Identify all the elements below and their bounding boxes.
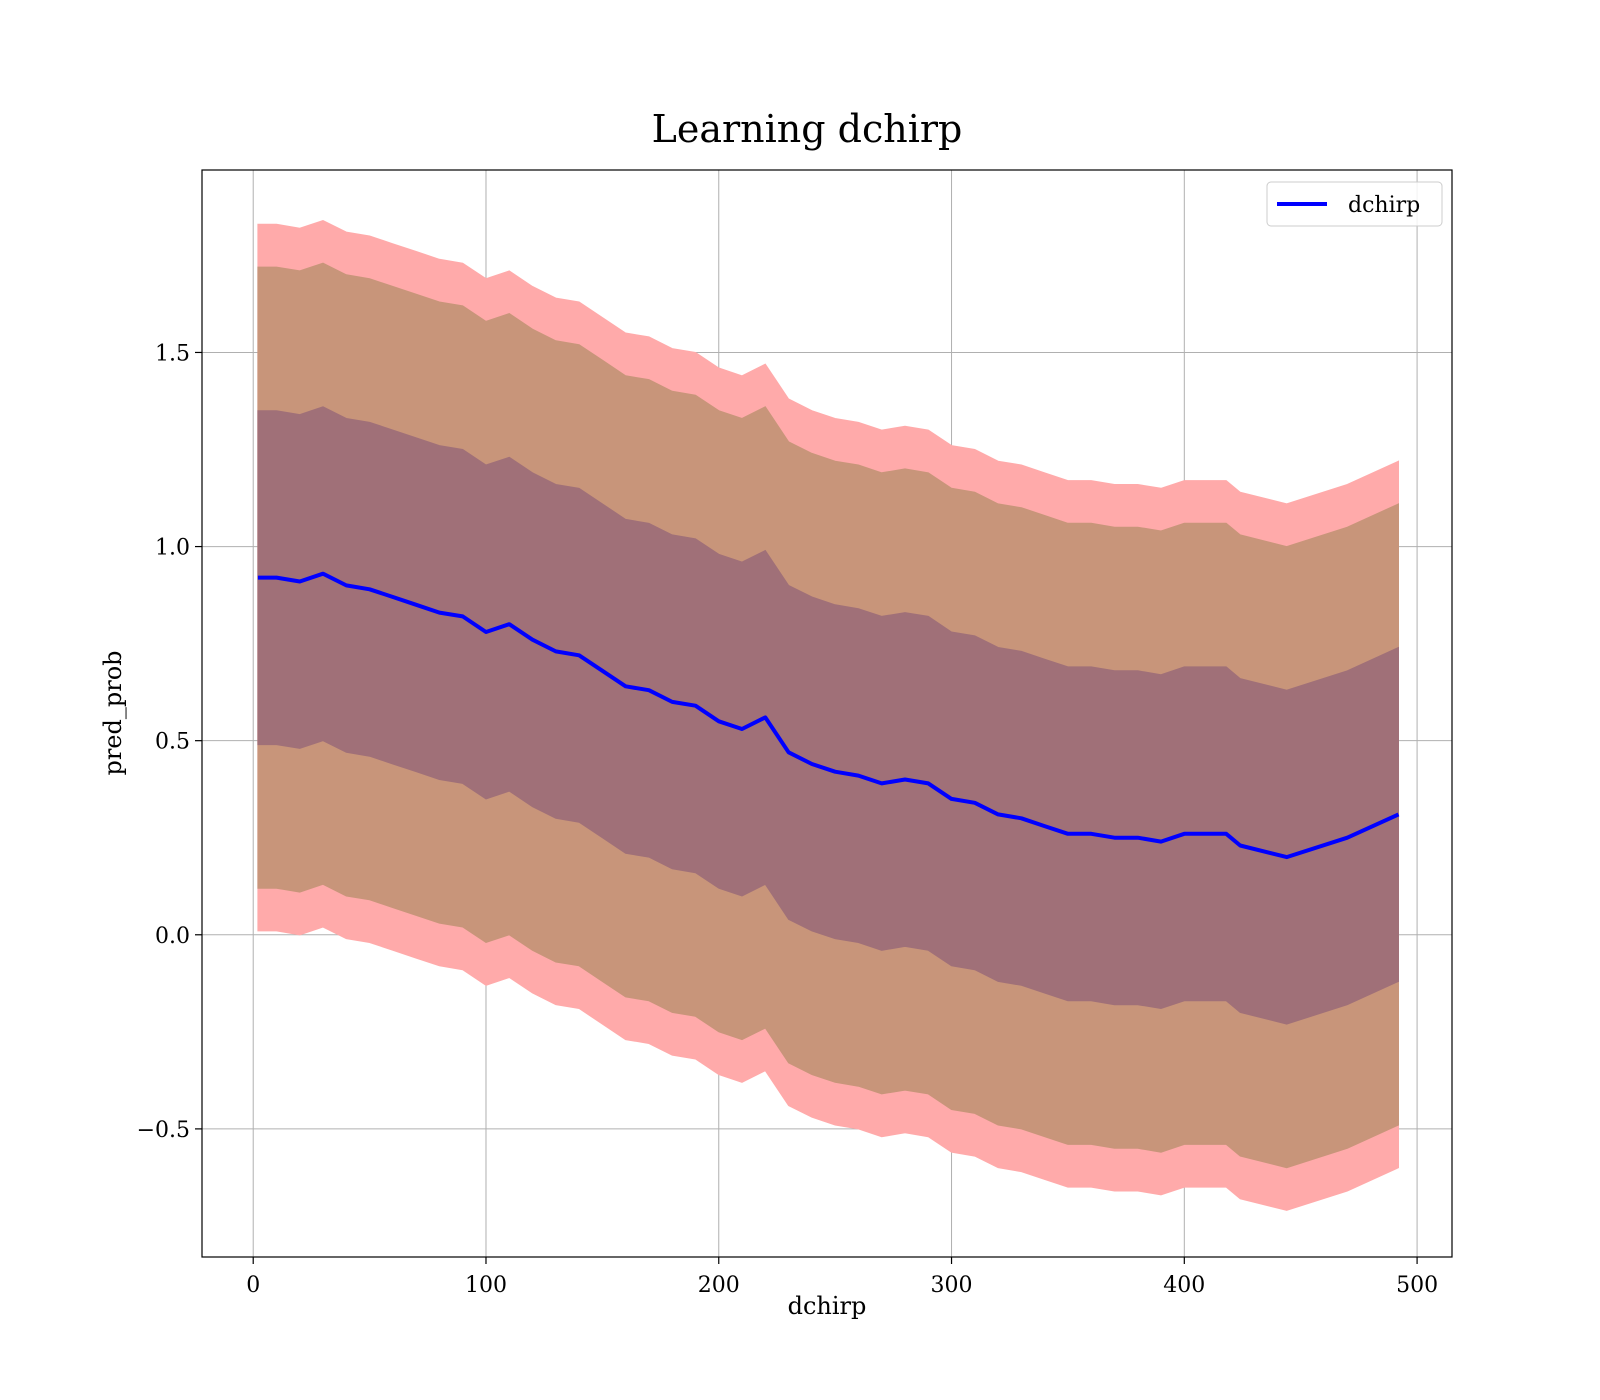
- y-tick-label-2: 0.5: [155, 730, 190, 755]
- y-axis: −0.5 0.0 0.5 1.0 1.5: [137, 341, 202, 1143]
- plot-frame: [201, 169, 1453, 1258]
- x-tick-label-0: 0: [246, 1273, 260, 1298]
- legend-entry-dchirp: dchirp: [1348, 193, 1420, 218]
- series-line-dchirp: [257, 571, 1400, 860]
- y-tick-label-4: 1.5: [155, 341, 190, 366]
- y-tick-label-3: 1.0: [155, 536, 190, 561]
- legend-box: [1266, 181, 1443, 227]
- confidence-bands: [257, 219, 1399, 1211]
- x-axis: 0 100 200 300 400 500: [246, 1257, 1438, 1298]
- x-tick-label-5: 500: [1396, 1273, 1438, 1298]
- x-tick-label-1: 100: [465, 1273, 507, 1298]
- y-tick-label-1: 0.0: [155, 924, 190, 949]
- x-tick-label-3: 300: [931, 1273, 973, 1298]
- x-axis-label: dchirp: [788, 1292, 867, 1320]
- chart-title: Learning dchirp: [652, 107, 963, 151]
- band-inner: [257, 406, 1399, 1025]
- y-tick-label-0: −0.5: [137, 1118, 190, 1143]
- x-tick-label-4: 400: [1163, 1273, 1205, 1298]
- y-axis-label: pred_prob: [99, 650, 127, 775]
- series-lines: [257, 571, 1400, 860]
- legend[interactable]: dchirp: [1266, 181, 1443, 227]
- x-tick-label-2: 200: [698, 1273, 740, 1298]
